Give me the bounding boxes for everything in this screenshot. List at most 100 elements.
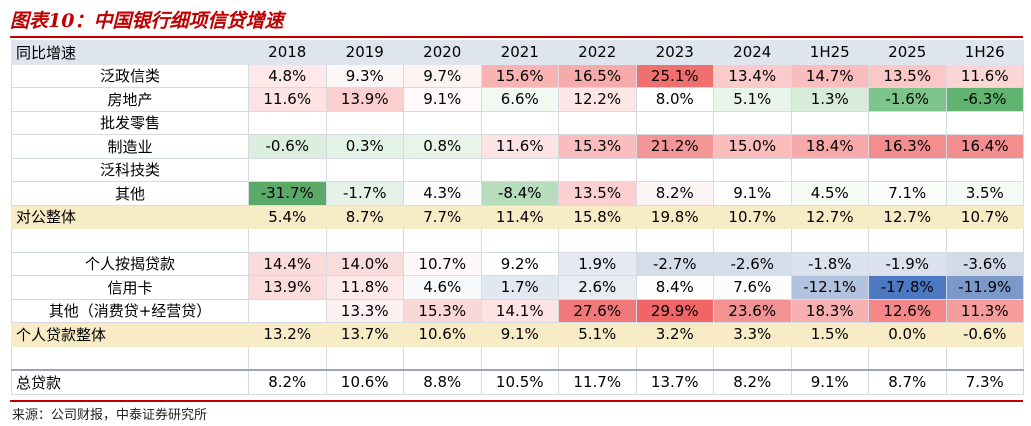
- value-cell: 11.3%: [945, 298, 1024, 323]
- value-cell: [325, 110, 404, 135]
- table-row: [11, 228, 1024, 253]
- table-row: 房地产 11.6% 13.9% 9.1% 6.6% 12.2% 8.0% 5.1% 1.3% -1…: [11, 87, 1024, 112]
- value-cell: [713, 110, 792, 135]
- value-cell: 1.5%: [790, 322, 869, 347]
- value-cell: 14.7%: [790, 63, 869, 88]
- table-row: 对公整体 5.4% 8.7% 7.7% 11.4% 15.8% 19.8% 10.7% 12.7…: [11, 204, 1024, 229]
- value-cell: 10.6%: [325, 369, 404, 395]
- value-cell: [635, 228, 714, 253]
- value-cell: 13.7%: [635, 369, 714, 395]
- value-cell: 3.3%: [713, 322, 792, 347]
- table-body: 同比增速 2018 2019 2020 2021 2022 2023 2024 1H25 2025…: [11, 40, 1024, 395]
- value-cell: 14.1%: [480, 298, 559, 323]
- value-cell: 8.8%: [403, 369, 482, 395]
- column-header: 2025: [868, 40, 947, 65]
- value-cell: 10.6%: [403, 322, 482, 347]
- bottom-rule: [10, 400, 1023, 402]
- value-cell: 9.7%: [403, 63, 482, 88]
- value-cell: 12.6%: [868, 298, 947, 323]
- column-header: 2021: [480, 40, 559, 65]
- value-cell: [635, 110, 714, 135]
- value-cell: 8.2%: [248, 369, 327, 395]
- value-cell: 15.3%: [558, 134, 637, 159]
- row-label: 泛政信类: [11, 63, 249, 88]
- value-cell: 8.0%: [635, 87, 714, 112]
- row-label: 房地产: [11, 87, 249, 112]
- header-label: 同比增速: [11, 40, 249, 65]
- value-cell: [868, 110, 947, 135]
- table-row: 信用卡 13.9% 11.8% 4.6% 1.7% 2.6% 8.4% 7.6% -12.1% -…: [11, 275, 1024, 300]
- row-label: 制造业: [11, 134, 249, 159]
- value-cell: 4.3%: [403, 181, 482, 206]
- value-cell: [713, 345, 792, 371]
- value-cell: [790, 157, 869, 182]
- value-cell: 7.1%: [868, 181, 947, 206]
- value-cell: 11.6%: [945, 63, 1024, 88]
- value-cell: [868, 228, 947, 253]
- value-cell: [558, 110, 637, 135]
- row-label: 泛科技类: [11, 157, 249, 182]
- table-row: 泛政信类 4.8% 9.3% 9.7% 15.6% 16.5% 25.1% 13.4% 14.7…: [11, 63, 1024, 88]
- value-cell: 8.2%: [713, 369, 792, 395]
- value-cell: 9.1%: [713, 181, 792, 206]
- value-cell: 25.1%: [635, 63, 714, 88]
- table-row: 个人贷款整体 13.2% 13.7% 10.6% 9.1% 5.1% 3.2% 3.3% 1.5…: [11, 322, 1024, 347]
- value-cell: 11.4%: [480, 204, 559, 229]
- value-cell: 3.2%: [635, 322, 714, 347]
- value-cell: [945, 228, 1024, 253]
- value-cell: 11.6%: [480, 134, 559, 159]
- value-cell: 13.9%: [248, 275, 327, 300]
- chart-title: 图表10：中国银行细项信贷增速: [10, 10, 284, 32]
- row-label: 个人按揭贷款: [11, 251, 249, 276]
- value-cell: 29.9%: [635, 298, 714, 323]
- value-cell: [248, 157, 327, 182]
- value-cell: 9.3%: [325, 63, 404, 88]
- value-cell: 13.5%: [558, 181, 637, 206]
- value-cell: -1.7%: [325, 181, 404, 206]
- value-cell: [558, 157, 637, 182]
- row-label: 信用卡: [11, 275, 249, 300]
- value-cell: 15.3%: [403, 298, 482, 323]
- value-cell: [325, 157, 404, 182]
- row-label: [11, 345, 249, 371]
- value-cell: 13.5%: [868, 63, 947, 88]
- value-cell: 8.4%: [635, 275, 714, 300]
- table-row: 泛科技类: [11, 157, 1024, 182]
- value-cell: 15.6%: [480, 63, 559, 88]
- value-cell: 18.4%: [790, 134, 869, 159]
- value-cell: 10.7%: [403, 251, 482, 276]
- value-cell: 11.7%: [558, 369, 637, 395]
- value-cell: [248, 345, 327, 371]
- value-cell: [403, 228, 482, 253]
- column-header: 1H25: [790, 40, 869, 65]
- value-cell: 23.6%: [713, 298, 792, 323]
- value-cell: 6.6%: [480, 87, 559, 112]
- value-cell: [248, 110, 327, 135]
- column-header: 2023: [635, 40, 714, 65]
- value-cell: -3.6%: [945, 251, 1024, 276]
- value-cell: 8.2%: [635, 181, 714, 206]
- value-cell: 4.6%: [403, 275, 482, 300]
- value-cell: [945, 157, 1024, 182]
- value-cell: 15.8%: [558, 204, 637, 229]
- value-cell: 12.2%: [558, 87, 637, 112]
- value-cell: -1.6%: [868, 87, 947, 112]
- row-label: 其他: [11, 181, 249, 206]
- value-cell: -2.6%: [713, 251, 792, 276]
- table-row: 制造业 -0.6% 0.3% 0.8% 11.6% 15.3% 21.2% 15.0% 18.4…: [11, 134, 1024, 159]
- value-cell: [790, 110, 869, 135]
- value-cell: [248, 228, 327, 253]
- column-header: 2018: [248, 40, 327, 65]
- table-row: 批发零售: [11, 110, 1024, 135]
- value-cell: [790, 228, 869, 253]
- value-cell: [480, 110, 559, 135]
- row-label: 个人贷款整体: [11, 322, 249, 347]
- value-cell: 5.1%: [558, 322, 637, 347]
- value-cell: -17.8%: [868, 275, 947, 300]
- column-header: 2022: [558, 40, 637, 65]
- value-cell: [558, 228, 637, 253]
- value-cell: 19.8%: [635, 204, 714, 229]
- value-cell: -0.6%: [248, 134, 327, 159]
- value-cell: -8.4%: [480, 181, 559, 206]
- loan-growth-table: 同比增速 2018 2019 2020 2021 2022 2023 2024 1H25 2025…: [11, 40, 1024, 395]
